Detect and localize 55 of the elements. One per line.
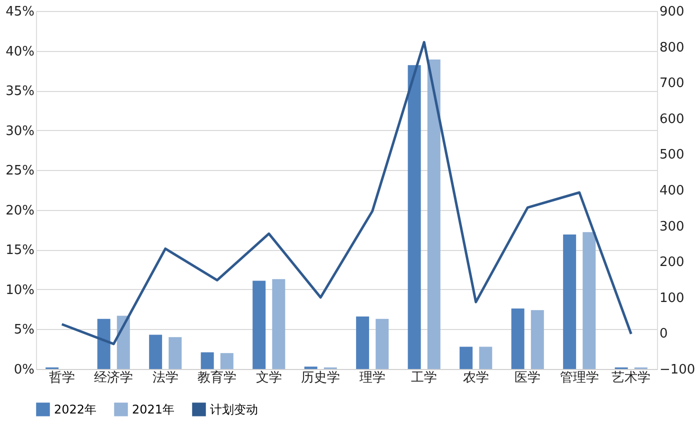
bar: [479, 346, 492, 369]
y-tick-label: 15%: [6, 243, 34, 258]
x-tick-label: 农学: [462, 370, 489, 386]
y2-tick-label: 0: [660, 326, 668, 342]
bar: [563, 234, 576, 369]
y-tick-label: 20%: [6, 203, 34, 218]
bar: [200, 352, 214, 369]
bar: [427, 60, 440, 369]
bar: [149, 334, 162, 369]
y2-tick-label: 800: [660, 40, 684, 56]
y-tick-label: 25%: [6, 164, 34, 179]
y2-tick-label: 400: [660, 184, 684, 198]
bar: [376, 318, 389, 369]
bar: [272, 279, 286, 369]
y2-tick-label: −100: [660, 362, 696, 378]
bar: [408, 65, 421, 369]
bar: [97, 318, 110, 369]
y2-tick-label: 100: [660, 290, 684, 306]
x-tick-label: 法学: [152, 370, 178, 386]
legend-label: 计划变动: [210, 402, 258, 416]
y2-tick-label: 300: [660, 219, 684, 234]
y-tick-label: 45%: [6, 4, 34, 20]
x-tick-label: 医学: [514, 370, 541, 386]
y-tick-label: 10%: [6, 282, 34, 298]
bar: [511, 308, 524, 369]
line-series: [60, 40, 632, 346]
x-tick-label: 工学: [411, 370, 438, 386]
legend-label: 2022年: [54, 402, 97, 416]
x-tick-label: 经济学: [94, 370, 134, 386]
bar: [530, 310, 544, 369]
bar: [116, 316, 130, 369]
y2-tick-label: 200: [660, 255, 684, 270]
x-tick-label: 理学: [359, 370, 386, 386]
x-tick-label: 历史学: [301, 370, 340, 386]
y-tick-label: 0%: [14, 362, 34, 378]
x-tick-label: 艺术学: [612, 370, 651, 386]
y2-tick-label: 900: [660, 4, 684, 20]
legend-label: 2021年: [132, 402, 175, 416]
y-tick-label: 40%: [6, 44, 34, 60]
y2-tick-label: 500: [660, 148, 684, 163]
y-tick-label: 30%: [6, 124, 34, 139]
bar: [220, 353, 234, 369]
y2-tick-label: 700: [660, 76, 684, 92]
bar: [356, 316, 370, 369]
bar: [460, 346, 473, 369]
x-tick-label: 哲学: [48, 370, 75, 386]
y2-tick-label: 600: [660, 112, 684, 127]
x-tick-label: 文学: [256, 370, 282, 386]
bar: [168, 337, 182, 369]
x-tick-label: 教育学: [198, 370, 237, 386]
bar: [252, 280, 266, 369]
bar: [582, 232, 596, 369]
x-tick-label: 管理学: [560, 370, 599, 386]
y-tick-label: 5%: [14, 322, 34, 338]
y-tick-label: 35%: [6, 84, 34, 100]
